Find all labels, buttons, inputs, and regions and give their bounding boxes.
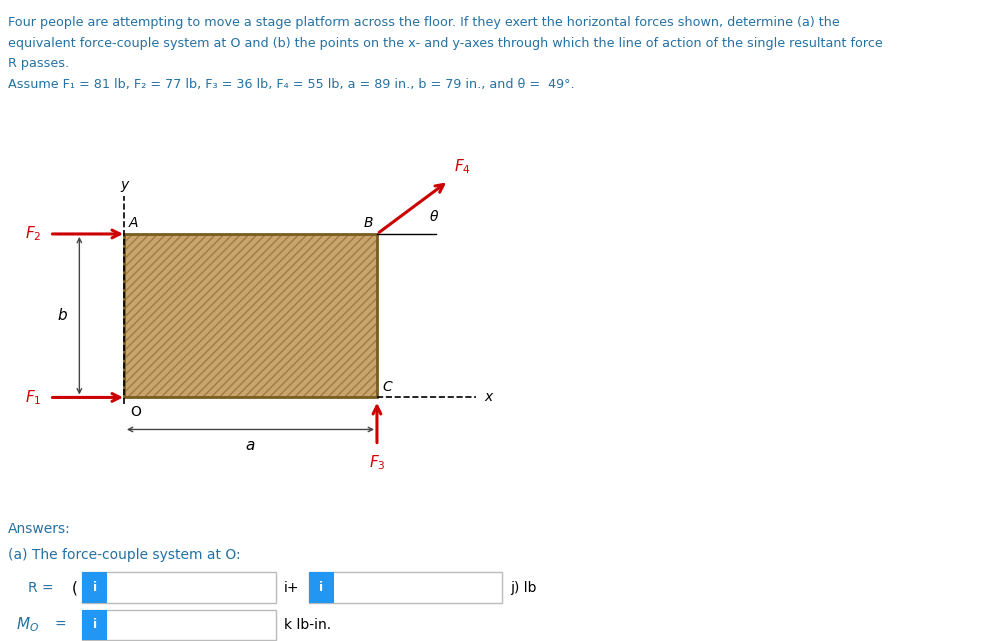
- Text: equivalent force-couple system at O and (b) the points on the x- and y-axes thro: equivalent force-couple system at O and …: [8, 37, 883, 49]
- Text: Assume F₁ = 81 lb, F₂ = 77 lb, F₃ = 36 lb, F₄ = 55 lb, a = 89 in., b = 79 in., a: Assume F₁ = 81 lb, F₂ = 77 lb, F₃ = 36 l…: [8, 78, 574, 90]
- Text: B: B: [363, 216, 373, 230]
- Text: =: =: [55, 618, 66, 632]
- Text: a: a: [246, 438, 255, 453]
- Text: j) lb: j) lb: [510, 581, 537, 595]
- Text: $F_3$: $F_3$: [369, 453, 385, 472]
- Bar: [124, 234, 377, 397]
- Bar: [309, 572, 502, 603]
- Bar: [82, 572, 276, 603]
- Text: O: O: [130, 405, 141, 419]
- Bar: [82, 572, 107, 603]
- Text: A: A: [129, 216, 139, 230]
- Text: i: i: [93, 581, 97, 594]
- Text: $\theta$: $\theta$: [429, 210, 438, 224]
- Text: b: b: [58, 308, 67, 323]
- Text: C: C: [383, 379, 393, 394]
- Text: Answers:: Answers:: [8, 522, 70, 537]
- Text: i: i: [319, 581, 323, 594]
- Text: (: (: [71, 580, 77, 595]
- Bar: [82, 610, 276, 640]
- Text: Four people are attempting to move a stage platform across the floor. If they ex: Four people are attempting to move a sta…: [8, 16, 839, 29]
- Text: y: y: [120, 178, 128, 192]
- Text: x: x: [484, 390, 492, 404]
- Text: $F_1$: $F_1$: [25, 388, 42, 407]
- Text: $F_2$: $F_2$: [25, 224, 42, 244]
- Text: R passes.: R passes.: [8, 57, 69, 70]
- Text: (a) The force-couple system at O:: (a) The force-couple system at O:: [8, 548, 241, 562]
- Text: k lb-in.: k lb-in.: [284, 618, 331, 632]
- Bar: [124, 234, 377, 397]
- Text: R =: R =: [28, 581, 54, 595]
- Text: $M_O$: $M_O$: [16, 615, 39, 635]
- Bar: [124, 234, 377, 397]
- Text: $F_4$: $F_4$: [453, 157, 470, 176]
- Bar: [309, 572, 333, 603]
- Text: i+: i+: [284, 581, 300, 595]
- Bar: [82, 610, 107, 640]
- Text: i: i: [93, 619, 97, 631]
